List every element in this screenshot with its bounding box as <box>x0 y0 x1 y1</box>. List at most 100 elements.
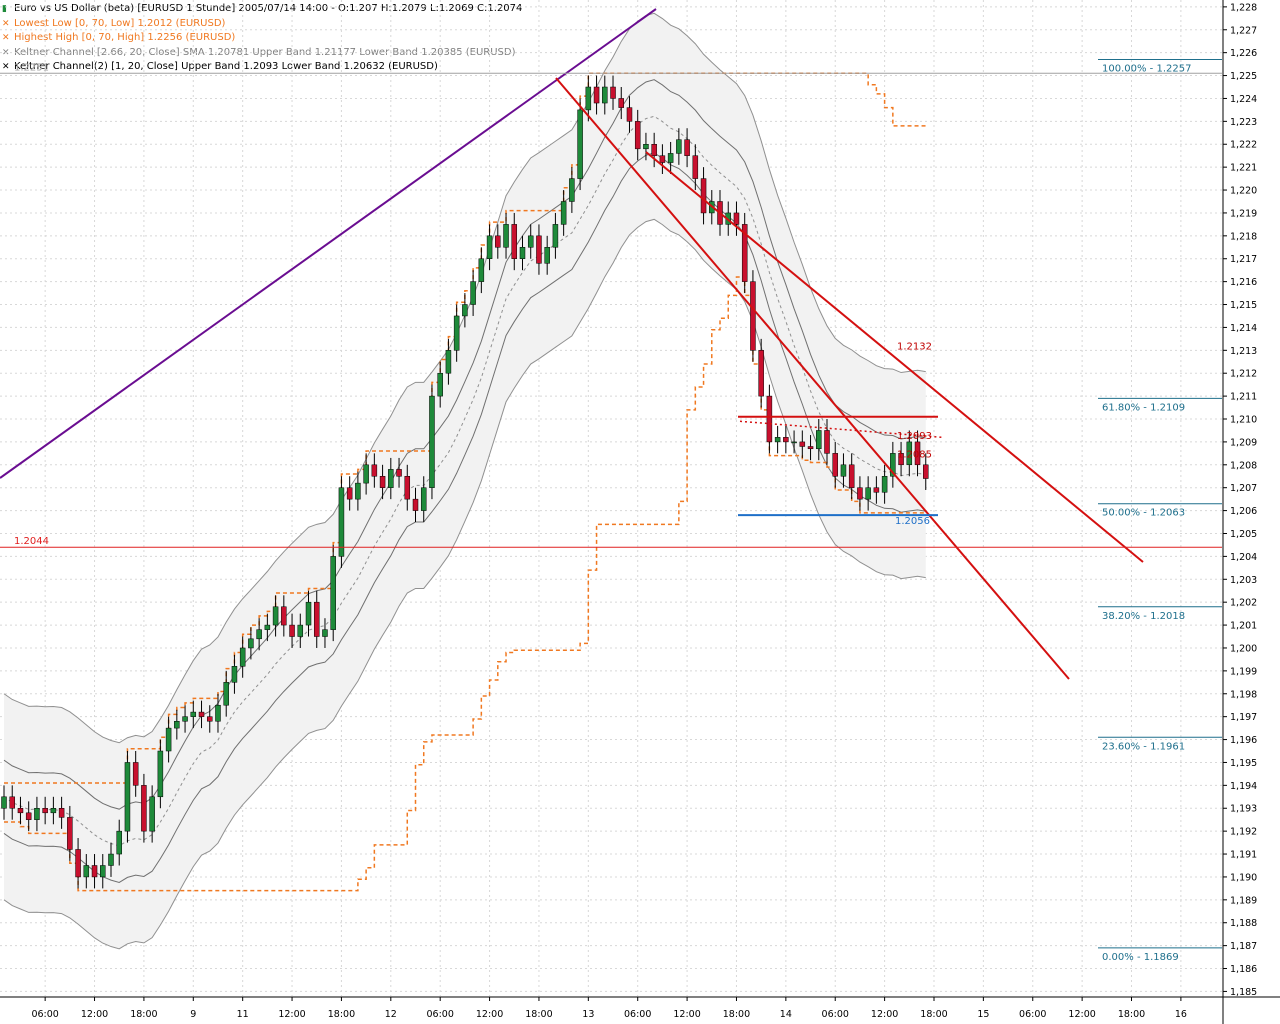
candle <box>486 235 493 259</box>
candle <box>272 606 279 626</box>
candle <box>700 178 707 214</box>
candle <box>132 762 139 786</box>
candle <box>774 437 781 443</box>
y-tick-label: 1,207 <box>1230 483 1257 494</box>
candle <box>157 750 164 798</box>
legend-entry-price[interactable]: ▮ Euro vs US Dollar (beta) [EURUSD 1 Stun… <box>2 2 522 17</box>
candle <box>231 666 238 683</box>
candle <box>42 807 48 814</box>
y-tick-label: 1,202 <box>1230 598 1257 609</box>
candle <box>207 716 213 722</box>
candle <box>396 469 402 477</box>
candle <box>116 830 122 855</box>
y-tick-label: 1,208 <box>1230 460 1257 471</box>
candle <box>437 372 443 397</box>
candle <box>807 446 814 450</box>
candle <box>388 469 394 488</box>
candle <box>840 464 847 477</box>
xx-icon: ✕ <box>2 62 10 72</box>
fib-level-label: 100.00% - 1.2257 <box>1102 64 1191 75</box>
y-tick-label: 1,224 <box>1230 94 1257 105</box>
candle <box>322 629 328 637</box>
x-tick-label: 06:00 <box>1019 1009 1046 1020</box>
x-tick-label: 12:00 <box>278 1009 305 1020</box>
candle <box>198 711 205 717</box>
candle <box>552 224 559 248</box>
candle <box>527 235 534 248</box>
candle <box>470 281 476 305</box>
candle <box>141 785 147 832</box>
keltner-lower-band <box>3 218 926 950</box>
candle <box>544 247 550 264</box>
x-tick-label: 12:00 <box>1068 1009 1095 1020</box>
candles <box>1 75 929 889</box>
y-tick-label: 1,221 <box>1230 163 1257 174</box>
x-tick-label: 18:00 <box>1118 1009 1145 1020</box>
candle <box>503 224 509 248</box>
x-tick-label: 12:00 <box>476 1009 503 1020</box>
y-tick-label: 1,200 <box>1230 643 1257 654</box>
x-tick-label: 15 <box>977 1009 989 1020</box>
candle <box>585 86 592 111</box>
y-tick-label: 1,228 <box>1230 2 1257 13</box>
candle <box>799 441 806 447</box>
x-tick-label: 18:00 <box>525 1009 552 1020</box>
candle <box>420 487 427 511</box>
y-tick-label: 1,201 <box>1230 621 1257 632</box>
candle <box>75 849 81 878</box>
legend-entry-lowest-low[interactable]: ✕ Lowest Low [0, 70, Low] 1.2012 (EURUSD) <box>2 17 522 32</box>
x-tick-label: 12:00 <box>871 1009 898 1020</box>
y-tick-label: 1,226 <box>1230 48 1257 59</box>
y-tick-label: 1,227 <box>1230 25 1257 36</box>
candle <box>67 817 73 850</box>
y-tick-label: 1,215 <box>1230 300 1257 311</box>
candle <box>766 395 773 443</box>
y-tick-label: 1,186 <box>1230 964 1257 975</box>
y-tick-label: 1,185 <box>1230 987 1257 998</box>
candle <box>256 629 262 640</box>
candle <box>569 178 575 202</box>
candle <box>602 86 608 104</box>
y-tick-label: 1,190 <box>1230 872 1257 883</box>
x-tick-label: 18:00 <box>130 1009 157 1020</box>
y-tick-label: 1,222 <box>1230 140 1257 151</box>
y-tick-label: 1,219 <box>1230 208 1257 219</box>
x-tick-label: 06:00 <box>822 1009 849 1020</box>
candle <box>429 395 435 488</box>
y-tick-label: 1,191 <box>1230 850 1257 861</box>
candle <box>453 315 460 351</box>
candle <box>750 281 756 351</box>
candle <box>190 711 197 717</box>
lowest-low-line <box>4 276 926 892</box>
fib-level-label: 0.00% - 1.1869 <box>1102 952 1179 963</box>
candle <box>593 86 600 104</box>
price-line-label: 1.2044 <box>14 536 49 547</box>
legend-text: Euro vs US Dollar (beta) [EURUSD 1 Stund… <box>14 3 523 14</box>
candle <box>355 482 361 500</box>
keltner2-lower-band <box>3 152 926 883</box>
y-tick-label: 1,205 <box>1230 529 1257 540</box>
candle <box>338 487 345 557</box>
candle <box>289 624 295 637</box>
candle <box>9 796 15 809</box>
y-tick-label: 1,203 <box>1230 575 1257 586</box>
fib-level-label: 38.20% - 1.2018 <box>1102 611 1185 622</box>
y-tick-label: 1,220 <box>1230 186 1257 197</box>
trendline-red-steep <box>555 77 1070 680</box>
candle <box>758 350 764 397</box>
y-tick-label: 1,194 <box>1230 781 1257 792</box>
price-line-label: 1.2251 <box>14 62 49 73</box>
candle <box>313 601 320 637</box>
candle <box>643 143 649 150</box>
x-tick-label: 9 <box>190 1009 196 1020</box>
legend-entry-highest-high[interactable]: ✕ Highest High [0, 70, High] 1.2256 (EURU… <box>2 31 522 46</box>
y-tick-label: 1,188 <box>1230 918 1257 929</box>
y-tick-label: 1,196 <box>1230 735 1257 746</box>
y-tick-label: 1,195 <box>1230 758 1257 769</box>
x-tick-label: 18:00 <box>920 1009 947 1020</box>
candle <box>626 107 633 122</box>
price-annotation: 1.2056 <box>895 516 930 527</box>
candle <box>848 464 855 488</box>
legend-entry-keltner2[interactable]: ✕ Keltner Channel(2) [1, 20, Close] Upper… <box>2 60 522 75</box>
